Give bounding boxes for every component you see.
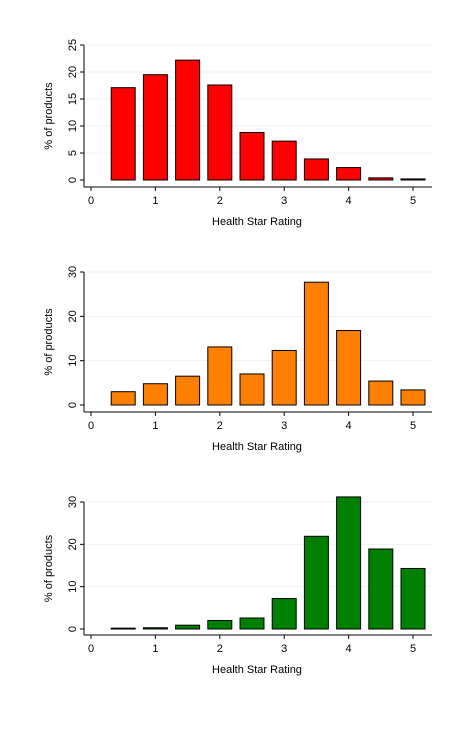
bar [368, 548, 394, 630]
y-tick-label: 0 [67, 402, 79, 408]
bar [175, 624, 201, 630]
bar [175, 375, 201, 406]
bar [303, 158, 329, 181]
bar [368, 380, 394, 406]
bar [336, 167, 362, 181]
x-tick-label: 3 [281, 195, 287, 207]
y-tick-label: 10 [67, 355, 79, 367]
bar [207, 346, 233, 406]
y-tick-label: 15 [67, 93, 79, 105]
x-tick-label: 2 [217, 420, 223, 432]
bar [142, 627, 168, 630]
bar [239, 131, 265, 181]
x-tick-label: 3 [281, 420, 287, 432]
x-tick-label: 1 [152, 420, 158, 432]
bar [142, 74, 168, 181]
y-tick-label: 25 [67, 39, 79, 51]
chart-panel-1: 0 5 10 15 20 25 0 1 2 3 4 5 Health Star Rating % of p… [43, 39, 432, 228]
x-tick-label: 2 [217, 195, 223, 207]
y-tick-label: 20 [67, 538, 79, 550]
y-tick-label: 30 [67, 266, 79, 278]
x-tick-label: 5 [410, 420, 416, 432]
bar [303, 535, 329, 630]
chart-panel-3: 0 10 20 30 0 1 2 3 4 5 Health Star Rating % of prod… [43, 496, 432, 676]
bar [175, 59, 201, 181]
bar [239, 373, 265, 406]
y-axis-title: % of products [43, 308, 55, 376]
bar [303, 281, 329, 406]
x-tick-label: 4 [346, 195, 352, 207]
bar [336, 330, 362, 406]
bar [271, 140, 297, 181]
bar [336, 496, 362, 630]
x-tick-label: 2 [217, 643, 223, 655]
x-tick-label: 4 [346, 420, 352, 432]
y-tick-label: 20 [67, 310, 79, 322]
bar [239, 617, 265, 630]
y-tick-label: 0 [67, 177, 79, 183]
bar [142, 383, 168, 406]
x-tick-label: 1 [152, 643, 158, 655]
x-axis-title: Health Star Rating [212, 216, 302, 228]
x-tick-label: 5 [410, 195, 416, 207]
bar [368, 177, 394, 181]
y-tick-label: 10 [67, 581, 79, 593]
bar [271, 598, 297, 630]
bar [110, 627, 136, 630]
bar [110, 391, 136, 406]
x-tick-label: 1 [152, 195, 158, 207]
x-tick-label: 0 [88, 643, 94, 655]
x-axis-title: Health Star Rating [212, 441, 302, 453]
x-tick-label: 0 [88, 420, 94, 432]
bar [400, 389, 426, 406]
bar [400, 178, 426, 181]
y-axis-title: % of products [43, 82, 55, 150]
x-tick-label: 4 [346, 643, 352, 655]
bar [207, 620, 233, 630]
x-axis-title: Health Star Rating [212, 664, 302, 676]
chart-panel-2: 0 10 20 30 0 1 2 3 4 5 Health Star Rating % of prod… [43, 266, 432, 453]
x-tick-label: 3 [281, 643, 287, 655]
y-axis-title: % of products [43, 534, 55, 602]
y-tick-label: 30 [67, 496, 79, 508]
y-tick-label: 20 [67, 66, 79, 78]
y-tick-label: 5 [67, 150, 79, 156]
y-tick-label: 0 [67, 626, 79, 632]
bar [207, 84, 233, 181]
x-tick-label: 5 [410, 643, 416, 655]
x-tick-label: 0 [88, 195, 94, 207]
y-tick-label: 10 [67, 120, 79, 132]
bar [271, 349, 297, 406]
bar [400, 567, 426, 630]
bar [110, 87, 136, 181]
